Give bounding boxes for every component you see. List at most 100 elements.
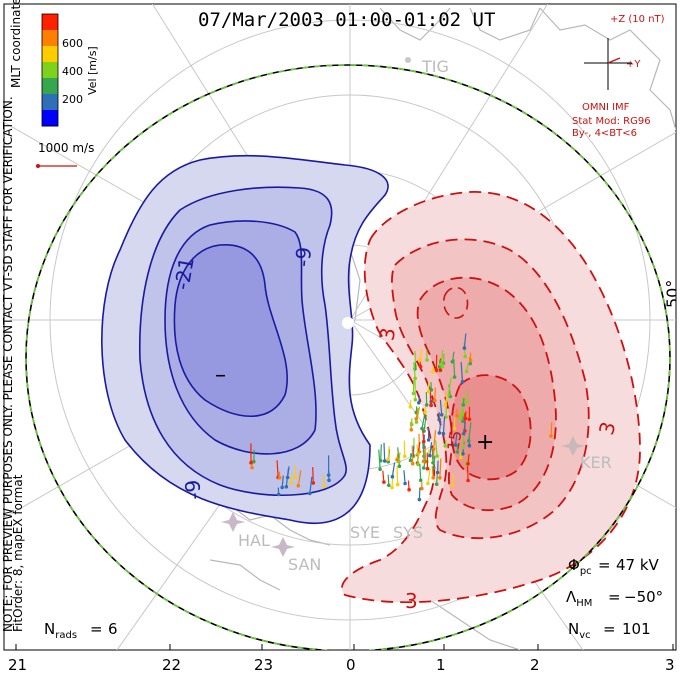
mlt-tick-label: 22	[162, 656, 181, 674]
vector-origin	[424, 403, 429, 407]
vector-origin	[277, 475, 282, 480]
vector-origin	[413, 376, 418, 381]
vector-shaft	[466, 363, 469, 372]
vector-shaft	[439, 458, 442, 478]
vector-origin	[429, 403, 433, 407]
vector-shaft	[435, 440, 438, 457]
vector-shaft	[447, 377, 452, 395]
vector-shaft	[550, 422, 553, 437]
potential-max-marker: +	[476, 430, 494, 455]
color-bar-label: Vel [m/s]	[86, 46, 99, 95]
vector-origin	[417, 497, 422, 502]
vector-origin	[464, 369, 469, 374]
vector-shaft	[323, 475, 325, 487]
vector-origin	[407, 487, 411, 492]
color-bar-segment	[42, 94, 58, 111]
vector-origin	[444, 415, 448, 419]
vector-shaft	[459, 451, 462, 458]
mlt-axis: 21 22 23 0 1 2 3	[8, 644, 675, 674]
vector-shaft	[468, 422, 472, 441]
vector-shaft	[441, 354, 445, 367]
color-bar-segment	[42, 110, 58, 127]
imf-condition: By-, 4<BT<6	[572, 128, 637, 139]
vector-shaft	[451, 351, 455, 362]
vector-shaft	[419, 463, 422, 481]
vector-origin	[458, 416, 463, 421]
contour-label-pos-1: 3	[374, 326, 400, 343]
vector-shaft	[297, 470, 302, 486]
vector-shaft	[422, 430, 425, 442]
vector-origin	[428, 453, 432, 458]
vector-shaft	[444, 393, 448, 405]
vector-origin	[420, 426, 424, 431]
vector-origin	[420, 486, 424, 491]
vector-shaft	[431, 448, 434, 463]
hm-boundary-green	[25, 64, 671, 650]
vector-shaft	[290, 474, 292, 484]
preview-note: NOTE: FOR PREVIEW PURPOSES ONLY. PLEASE …	[1, 96, 15, 632]
fit-note: FitOrder: 8, mapEX format	[11, 474, 25, 632]
vector-shaft	[415, 407, 419, 420]
vector-shaft	[466, 390, 469, 403]
contour-label-pos-2: 3	[405, 589, 418, 613]
vector-origin	[276, 492, 281, 497]
vector-shaft	[312, 467, 314, 483]
vector-shaft	[418, 395, 421, 403]
vector-shaft	[403, 470, 406, 484]
vector-origin	[459, 455, 463, 460]
velocity-color-bar	[41, 13, 59, 127]
contour-label-neg-1: -21	[169, 255, 198, 291]
vector-shaft	[281, 475, 284, 488]
mlt-tick-label: 3	[665, 656, 675, 674]
mlt-tick-label: 21	[8, 656, 27, 674]
vector-shaft	[423, 414, 427, 432]
station-sye: SYE	[350, 523, 380, 542]
vector-origin	[416, 462, 420, 467]
vector-shaft	[429, 442, 433, 456]
vector-origin	[426, 389, 431, 394]
vector-shaft	[382, 470, 385, 483]
n-vc-eq: =	[603, 620, 616, 638]
coords-label: MLT coordinates	[9, 0, 23, 88]
vector-shaft	[309, 476, 313, 494]
vector-shaft	[418, 487, 421, 500]
station-hal: HAL	[238, 531, 270, 550]
vector-shaft	[413, 362, 416, 379]
n-vc-value: 101	[622, 620, 651, 638]
throat-marker	[342, 317, 354, 329]
vector-shaft	[407, 480, 410, 490]
n-rads-value: 6	[108, 620, 118, 638]
n-rads-eq: =	[90, 620, 103, 638]
vector-origin	[395, 482, 400, 487]
vector-shaft	[467, 453, 470, 464]
vector-shaft	[463, 421, 466, 434]
vector-shaft	[398, 452, 401, 462]
vector-origin	[426, 481, 430, 486]
vector-shaft	[440, 349, 444, 365]
station-sys: SYS	[393, 523, 423, 542]
vector-origin	[378, 467, 382, 472]
vector-shaft	[444, 440, 447, 446]
vector-shaft	[460, 361, 464, 382]
imf-y-label: +Y	[626, 59, 641, 70]
vector-shaft	[442, 416, 446, 434]
vector-shaft	[411, 445, 414, 464]
scale-vector-label: 1000 m/s	[38, 141, 94, 155]
vector-shaft	[466, 465, 469, 481]
vector-origin	[408, 458, 413, 463]
vector-shaft	[391, 462, 396, 477]
potential-min-marker: –	[215, 363, 226, 388]
vector-shaft	[429, 390, 432, 406]
color-bar-tick-400: 400	[62, 65, 83, 78]
color-bar-border	[41, 13, 59, 127]
imf-model: Stat Mod: RG96	[572, 116, 651, 127]
vector-origin	[397, 464, 402, 469]
mlt-tick-label: 1	[436, 656, 446, 674]
vector-origin	[422, 439, 426, 444]
vector-shaft	[451, 474, 454, 486]
contour-label-pos-3: 3	[594, 419, 620, 438]
vector-shaft	[432, 365, 435, 372]
vector-shaft	[387, 446, 390, 460]
vector-origin	[452, 375, 457, 379]
vector-shaft	[387, 474, 390, 486]
